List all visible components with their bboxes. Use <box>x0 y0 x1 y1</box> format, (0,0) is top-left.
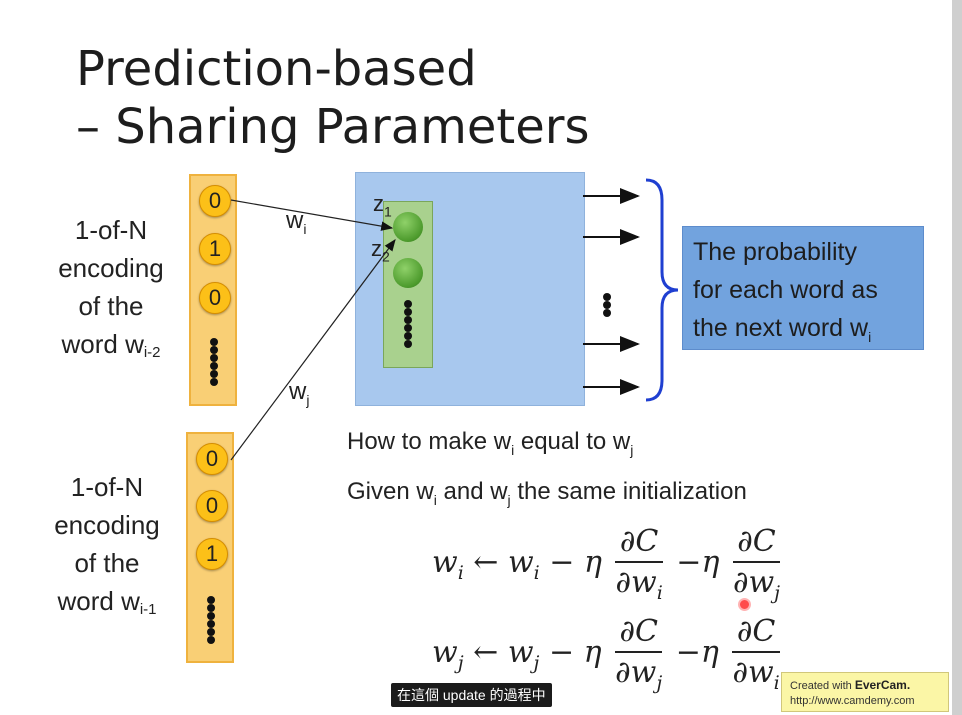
top-input-label: 1-of-N encoding of the word wi-2 <box>46 211 176 372</box>
prob-line1: The probability <box>693 238 857 266</box>
hidden-dots: • • • • • • <box>403 288 413 359</box>
initialization-line: Given wi and wj the same initialization <box>347 478 747 508</box>
top-label-line3: of the <box>78 291 144 321</box>
update-equation-wj: wj ← wj − η ∂C ∂wj −η ∂C ∂wi <box>432 614 780 694</box>
bottom-input-label: 1-of-N encoding of the word wi-1 <box>42 468 172 629</box>
top-label-line4: word wi-2 <box>61 329 161 361</box>
bit-0: 0 <box>199 185 231 217</box>
evercam-watermark[interactable]: Created with EverCam. http://www.camdemy… <box>781 672 949 712</box>
bottom-label-line4: word wi-1 <box>57 586 157 618</box>
video-subtitle: 在這個 update 的過程中 <box>391 683 552 707</box>
bottom-one-hot-vector: 0 0 1 • • • • • • <box>186 432 234 663</box>
z1-label: z1 <box>373 191 392 220</box>
weight-wj-label: wj <box>289 378 310 408</box>
title-line-1: Prediction-based <box>76 41 477 97</box>
watermark-url[interactable]: http://www.camdemy.com <box>790 695 915 707</box>
top-label-line2: encoding <box>58 253 164 283</box>
question-line: How to make wi equal to wj <box>347 428 634 458</box>
output-brace <box>645 178 679 402</box>
bit-2: 0 <box>199 282 231 314</box>
window-edge <box>952 0 962 715</box>
title-line-2: – Sharing Parameters <box>76 99 590 155</box>
gradient-fraction-1: ∂C ∂wi <box>615 524 663 604</box>
more-bits-dots: • • • • • • <box>209 326 219 397</box>
gradient-fraction-4: ∂C ∂wi <box>732 614 780 694</box>
bit-1: 1 <box>199 233 231 265</box>
z2-label: z2 <box>371 236 390 265</box>
neuron-z1 <box>393 212 423 242</box>
bit-1: 0 <box>196 490 228 522</box>
prob-line2: for each word as <box>693 276 878 304</box>
weight-wi-label: wi <box>286 207 307 237</box>
more-bits-dots: • • • • • • <box>206 584 216 655</box>
top-one-hot-vector: 0 1 0 • • • • • • <box>189 174 237 406</box>
bottom-label-line2: encoding <box>54 510 160 540</box>
update-equation-wi: wi ← wi − η ∂C ∂wi −η ∂C ∂wj <box>432 524 781 604</box>
top-label-line1: 1-of-N <box>74 215 148 245</box>
watermark-line1: Created with EverCam. <box>790 678 911 692</box>
gradient-fraction-3: ∂C ∂wj <box>615 614 663 694</box>
prob-line3: the next word wi <box>693 314 872 345</box>
output-dots: • • • <box>602 281 612 328</box>
bottom-label-line1: 1-of-N <box>70 472 144 502</box>
probability-label-box: The probability for each word as the nex… <box>682 226 924 350</box>
bottom-label-line3: of the <box>74 548 140 578</box>
gradient-fraction-2: ∂C ∂wj <box>732 524 781 604</box>
neuron-z2 <box>393 258 423 288</box>
bit-2: 1 <box>196 538 228 570</box>
pointer-cursor-icon <box>738 598 751 611</box>
bit-0: 0 <box>196 443 228 475</box>
page-title: Prediction-based – Sharing Parameters <box>76 40 590 156</box>
